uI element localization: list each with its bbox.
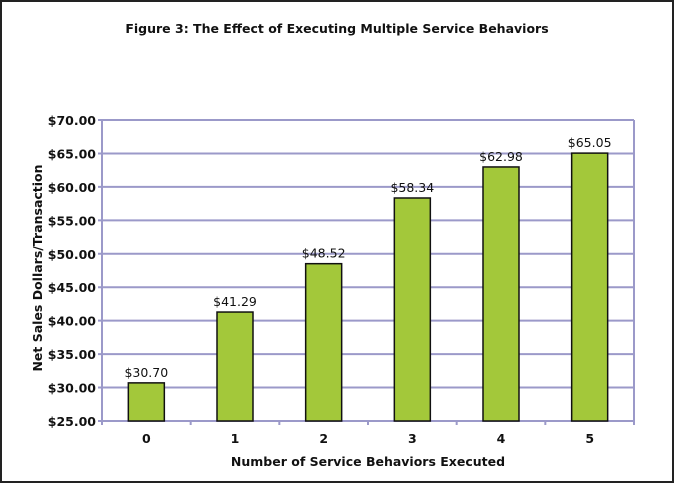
data-label: $58.34: [390, 180, 434, 195]
x-tick-label: 0: [142, 431, 151, 446]
chart-title: Figure 3: The Effect of Executing Multip…: [125, 21, 548, 36]
x-tick-label: 3: [408, 431, 417, 446]
data-label: $41.29: [213, 294, 257, 309]
x-tick-label: 5: [585, 431, 594, 446]
data-label: $62.98: [479, 149, 523, 164]
bar: [482, 166, 520, 422]
y-tick-label: $60.00: [48, 180, 97, 195]
y-tick-label: $65.00: [48, 146, 97, 161]
data-label: $65.05: [568, 135, 612, 150]
data-label: $30.70: [124, 365, 168, 380]
y-axis-label: Net Sales Dollars/Transaction: [30, 164, 45, 371]
x-tick-label: 4: [497, 431, 506, 446]
bar: [127, 382, 166, 422]
x-tick-label: 1: [231, 431, 240, 446]
y-tick-label: $25.00: [48, 414, 97, 429]
y-tick-label: $50.00: [48, 247, 97, 262]
bar: [570, 152, 609, 422]
y-tick-label: $45.00: [48, 280, 97, 295]
y-tick-label: $30.00: [48, 381, 97, 396]
data-label: $48.52: [302, 246, 346, 261]
bar: [216, 311, 254, 422]
bar: [304, 262, 343, 422]
y-tick-label: $40.00: [48, 314, 97, 329]
y-tick-label: $35.00: [48, 347, 97, 362]
x-axis-label: Number of Service Behaviors Executed: [231, 454, 505, 469]
x-tick-label: 2: [319, 431, 328, 446]
y-tick-label: $70.00: [48, 113, 97, 128]
y-tick-label: $55.00: [48, 213, 97, 228]
bar: [393, 197, 432, 422]
